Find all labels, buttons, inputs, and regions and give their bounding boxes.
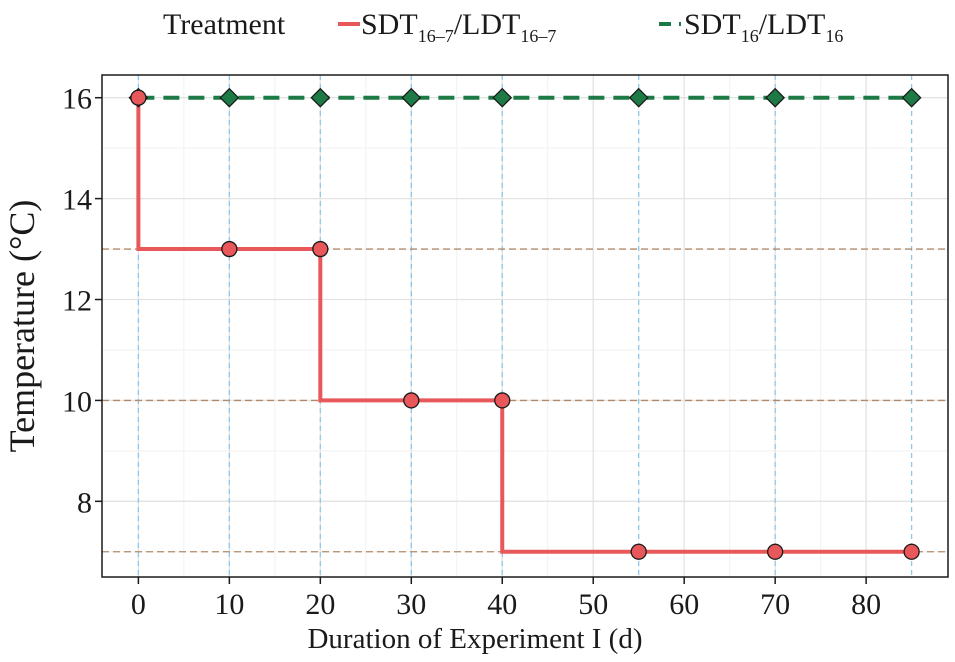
data-point-circle: [767, 543, 784, 560]
series-line-sdt16-7: [136, 97, 912, 554]
y-axis-label: Temperature (°C): [2, 200, 42, 453]
series-markers: [128, 87, 922, 560]
data-point-diamond: [901, 87, 922, 108]
series-lines: [136, 95, 912, 554]
plot-background: [102, 75, 948, 577]
y-tick-label: 16: [62, 83, 92, 116]
x-tick-label: 20: [305, 588, 335, 621]
x-tick-label: 50: [578, 588, 608, 621]
y-tick-label: 10: [62, 385, 92, 418]
x-tick-label: 10: [214, 588, 244, 621]
y-axis: 8 10 12 14 16: [62, 83, 102, 519]
data-point-circle: [403, 392, 420, 409]
x-axis-label: Duration of Experiment I (d): [307, 623, 642, 655]
y-tick-label: 8: [77, 486, 92, 519]
data-point-circle: [494, 392, 511, 409]
data-point-circle: [130, 89, 147, 106]
y-tick-label: 14: [62, 184, 92, 217]
x-axis: 0 10 20 30 40 50 60 70 80: [131, 577, 881, 621]
legend-title: Treatment: [163, 8, 286, 41]
legend: Treatment SDT16–7/LDT16–7 SDT16/LDT16: [163, 8, 843, 46]
data-point-diamond: [219, 87, 240, 108]
legend-label-series-1: SDT16–7/LDT16–7: [361, 8, 556, 46]
data-point-circle: [630, 543, 647, 560]
data-point-circle: [221, 240, 238, 258]
x-tick-label: 70: [760, 588, 790, 621]
data-point-circle: [903, 543, 920, 560]
data-point-diamond: [765, 87, 786, 108]
data-point-diamond: [628, 87, 649, 108]
data-point-circle: [312, 240, 329, 258]
x-tick-label: 0: [131, 588, 146, 621]
data-point-diamond: [401, 87, 422, 108]
x-tick-label: 40: [487, 588, 517, 621]
plot-border: [101, 74, 949, 578]
y-tick-label: 12: [62, 285, 92, 318]
x-tick-label: 30: [396, 588, 426, 621]
data-point-diamond: [310, 87, 331, 108]
x-tick-label: 60: [669, 588, 699, 621]
x-tick-label: 80: [851, 588, 881, 621]
data-point-diamond: [492, 87, 513, 108]
legend-label-series-2: SDT16/LDT16: [684, 8, 843, 46]
